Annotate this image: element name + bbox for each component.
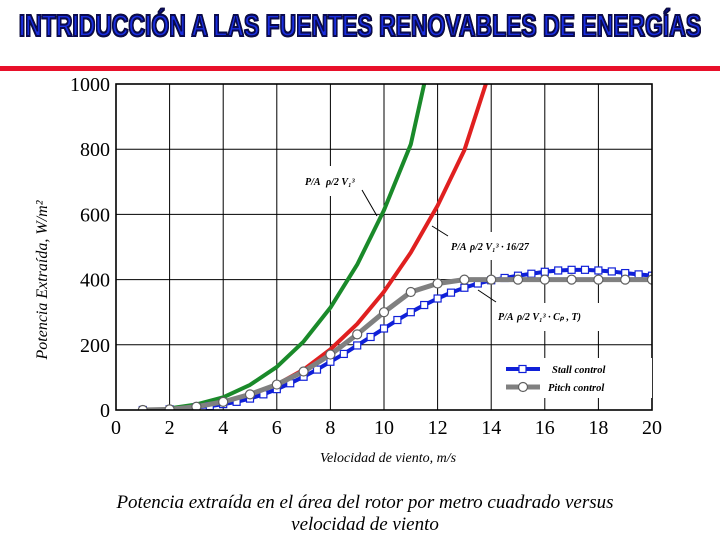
stall-point: [339, 349, 348, 359]
stall-point: [366, 332, 375, 342]
pitch-point: [378, 307, 390, 318]
y-tick-label: 200: [80, 335, 110, 357]
pitch-point: [137, 404, 148, 410]
annotation-betz-limit-rhs: ρ/2 V₁³ · 16/27: [469, 242, 530, 253]
y-tick-label: 1000: [70, 74, 110, 96]
pitch-point: [459, 274, 470, 285]
title-rule: [0, 66, 720, 71]
annotation-rotor-lhs: P/A: [498, 312, 514, 323]
annotation-betz-limit-lhs: P/A: [451, 242, 467, 253]
annotation-betz-full: P/A ρ/2 V₁³: [303, 166, 378, 217]
pitch-point: [512, 274, 524, 285]
x-axis-label: Velocidad de viento, m/s: [320, 451, 457, 466]
stall-point: [634, 270, 643, 279]
x-tick-label: 18: [588, 417, 608, 439]
annotation-betz-full-leader: [361, 189, 378, 217]
caption-line-1: Potencia extraída en el área del rotor p…: [116, 492, 614, 513]
pitch-point: [405, 286, 416, 298]
caption-line-2: velocidad de viento: [291, 514, 439, 535]
x-tick-label: 16: [535, 417, 555, 439]
stall-point: [460, 283, 469, 292]
pitch-point: [325, 349, 336, 360]
stall-point: [393, 315, 402, 325]
series-layer: [137, 84, 652, 410]
annotation-rotor-rhs: ρ/2 V₁³ · Cₚ , T): [516, 312, 581, 323]
pitch-point: [539, 274, 550, 285]
legend-pitch-label: Pitch control: [548, 383, 604, 394]
stall-point: [420, 300, 429, 310]
legend-stall-label: Stall control: [552, 365, 605, 376]
stall-point: [567, 265, 576, 274]
pitch-point: [486, 274, 497, 285]
pitch-point: [352, 329, 363, 340]
pitch-point: [191, 401, 202, 410]
stall-point: [540, 267, 549, 276]
page-title: INTRIDUCCIÓN A LAS FUENTES RENOVABLES DE…: [18, 7, 702, 44]
pitch-point: [244, 389, 256, 400]
annotation-rotor: P/A ρ/2 V₁³ · Cₚ , T): [477, 289, 605, 331]
annotation-betz-full-lhs: P/A: [305, 177, 321, 188]
x-tick-label: 2: [165, 417, 175, 439]
series-line-0: [167, 84, 427, 410]
y-axis-label: Potencia Extraída, W/m²: [34, 199, 51, 360]
pitch-point: [646, 274, 652, 285]
y-tick-label: 400: [80, 270, 110, 292]
pitch-point: [432, 278, 443, 289]
x-tick-label: 12: [428, 417, 448, 439]
y-tick-label: 600: [80, 204, 110, 226]
stall-point: [607, 267, 616, 276]
annotation-betz-limit: P/A ρ/2 V₁³ · 16/27: [431, 225, 534, 260]
series-line-1: [194, 84, 488, 409]
header-banner: INTRIDUCCIÓN A LAS FUENTES RENOVABLES DE…: [0, 2, 720, 50]
stall-point: [353, 341, 362, 350]
pitch-point: [271, 379, 282, 390]
stall-point: [527, 269, 536, 278]
x-tick-label: 4: [218, 417, 228, 439]
pitch-point: [566, 274, 577, 285]
legend-box: [502, 358, 652, 398]
x-tick-label: 6: [272, 417, 282, 439]
annotation-betz-limit-leader: [431, 225, 449, 237]
stall-point: [312, 365, 322, 374]
stall-point: [446, 288, 456, 297]
y-tick-label: 800: [80, 139, 110, 161]
legend-pitch-marker: [517, 381, 529, 393]
annotation-betz-full-rhs: ρ/2 V₁³: [325, 177, 356, 188]
legend: Stall control Pitch control: [502, 358, 652, 398]
legend-stall-marker: [518, 364, 527, 374]
x-tick-label: 14: [481, 417, 501, 439]
y-tick-label: 0: [100, 400, 110, 422]
pitch-point: [620, 274, 631, 285]
annotation-rotor-leader: [477, 289, 497, 303]
stall-point: [554, 266, 563, 275]
x-tick-label: 10: [374, 417, 394, 439]
x-tick-label: 0: [111, 417, 121, 439]
x-tick-label: 8: [325, 417, 335, 439]
stall-point: [379, 324, 389, 333]
pitch-point: [298, 366, 309, 377]
figure-caption: Potencia extraída en el área del rotor p…: [40, 492, 690, 536]
x-tick-label: 20: [642, 417, 662, 439]
stall-point: [433, 294, 442, 303]
stall-point: [580, 265, 590, 274]
stall-point: [594, 266, 603, 275]
pitch-point: [218, 396, 229, 407]
pitch-point: [593, 274, 604, 285]
plot-frame: [115, 83, 653, 411]
stall-point: [406, 308, 415, 317]
